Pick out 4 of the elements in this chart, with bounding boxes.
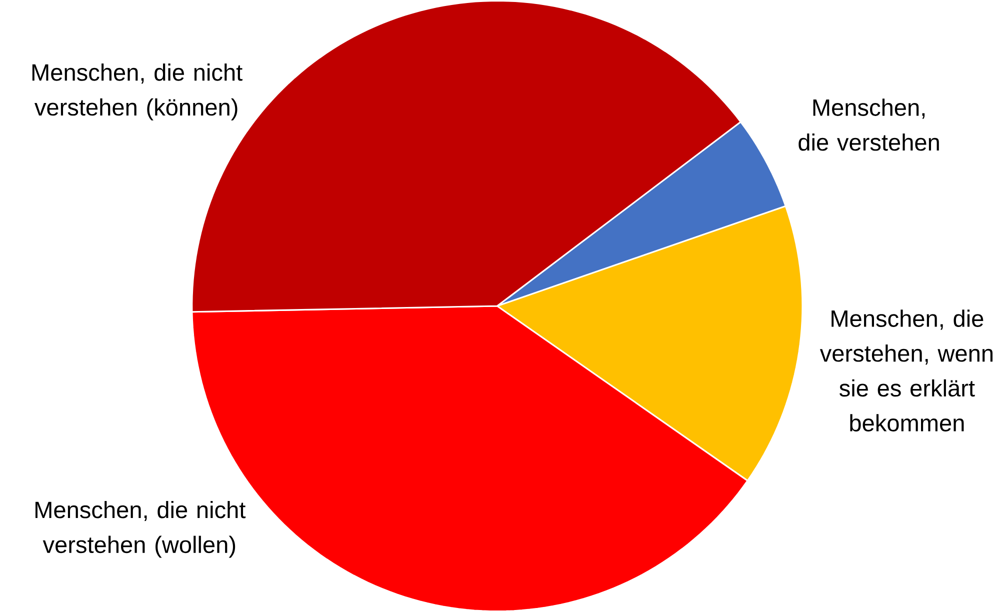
slice-label: Menschen, die verstehen	[798, 98, 939, 151]
slice-label: Menschen, die nicht verstehen (können)	[32, 64, 242, 120]
slice-label: Menschen, die verstehen, wenn sie es erklärt bekommen	[820, 310, 993, 432]
slice-label: Menschen, die nicht verstehen (wollen)	[36, 500, 246, 558]
